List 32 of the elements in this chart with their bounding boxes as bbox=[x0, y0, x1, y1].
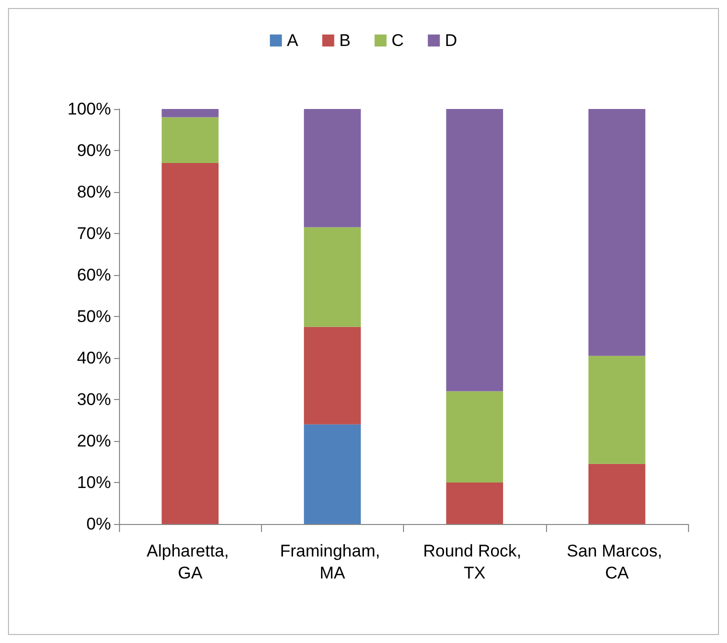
y-tick-label: 80% bbox=[76, 182, 111, 202]
y-tick-label: 20% bbox=[76, 432, 111, 450]
legend-label: B bbox=[339, 31, 351, 50]
y-tick-label: 10% bbox=[76, 473, 111, 492]
bar bbox=[588, 356, 646, 464]
bar bbox=[304, 424, 361, 524]
bar bbox=[588, 464, 646, 524]
bar bbox=[588, 109, 646, 356]
y-tick-label: 30% bbox=[76, 390, 111, 409]
bar bbox=[304, 109, 361, 228]
bar bbox=[304, 326, 361, 424]
legend-label: A bbox=[286, 31, 299, 50]
y-tick-label: 90% bbox=[76, 141, 111, 160]
x-tick-label: San Marcos, CA bbox=[566, 542, 667, 582]
x-tick-label: Framingham, MA bbox=[280, 542, 385, 582]
legend-label: D bbox=[444, 31, 458, 50]
y-tick-label: 100% bbox=[68, 100, 111, 118]
y-tick-label: 0% bbox=[86, 514, 111, 534]
bar bbox=[446, 109, 504, 392]
y-tick-label: 50% bbox=[76, 307, 111, 326]
y-tick-label: 60% bbox=[76, 266, 111, 284]
x-tick-label: Alpharetta, GA bbox=[146, 542, 234, 582]
bar bbox=[162, 117, 219, 163]
y-tick-label: 70% bbox=[76, 224, 111, 243]
x-tick-label: Round Rock, TX bbox=[423, 542, 526, 582]
bar bbox=[304, 227, 361, 327]
bar bbox=[446, 482, 504, 524]
bar bbox=[162, 162, 219, 524]
bar bbox=[446, 391, 504, 482]
y-tick-label: 40% bbox=[76, 348, 111, 368]
legend-label: C bbox=[392, 31, 404, 50]
bar bbox=[162, 109, 219, 118]
